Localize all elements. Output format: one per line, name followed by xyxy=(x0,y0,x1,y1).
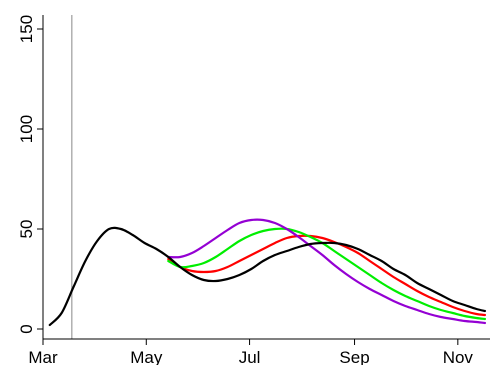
y-tick-label: 100 xyxy=(17,115,36,143)
y-tick-label: 50 xyxy=(17,220,36,239)
y-tick-label: 150 xyxy=(17,15,36,43)
x-tick-label: Sep xyxy=(339,348,369,365)
series-line-4 xyxy=(167,218,487,325)
x-tick-label: Jul xyxy=(239,348,261,365)
tick-layer: 0 50 100 150 Mar May Jul Sep Nov xyxy=(17,15,473,365)
x-tick-label: May xyxy=(130,348,163,365)
series-line-1 xyxy=(48,226,487,327)
axes xyxy=(42,15,490,340)
y-tick-label: 0 xyxy=(17,324,36,333)
x-tick-label: Mar xyxy=(28,348,58,365)
series-line-2 xyxy=(167,234,487,317)
series-line-3 xyxy=(167,227,487,321)
series-layer xyxy=(48,218,487,327)
x-tick-label: Nov xyxy=(443,348,474,365)
